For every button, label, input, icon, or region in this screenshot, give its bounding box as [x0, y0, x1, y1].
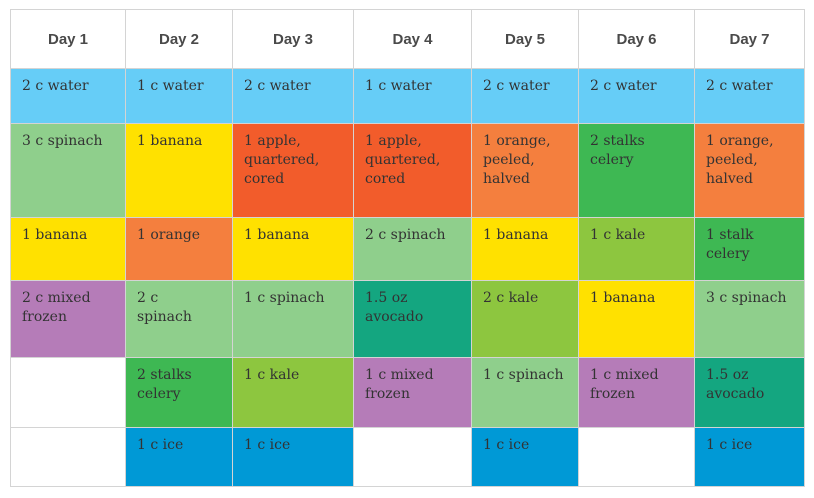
- ingredient-label: 1 c ice: [137, 437, 184, 453]
- ingredient-label: 1 banana: [483, 227, 549, 243]
- ingredient-label: 1 c water: [365, 78, 432, 94]
- ingredient-cell: 1 c water: [125, 68, 233, 124]
- ingredient-cell: 1 banana: [10, 217, 126, 281]
- ingredient-cell: 1 banana: [232, 217, 354, 281]
- ingredient-cell: 2 stalks celery: [578, 123, 695, 218]
- ingredient-cell: 1 apple, quartered, cored: [353, 123, 472, 218]
- ingredient-cell: 2 c water: [232, 68, 354, 124]
- header-day-6: Day 6: [578, 9, 695, 69]
- ingredient-label: [580, 429, 694, 437]
- ingredient-label: 1 c mixed frozen: [590, 367, 659, 402]
- ingredient-label: 1 c kale: [590, 227, 646, 243]
- ingredient-label: 2 stalks celery: [137, 367, 192, 402]
- ingredient-label: 2 c spinach: [137, 290, 192, 325]
- ingredient-label: 1 c spinach: [244, 290, 325, 306]
- ingredient-label: 1 apple, quartered, cored: [244, 133, 320, 187]
- ingredient-cell: 1 c ice: [232, 427, 354, 487]
- header-day-5: Day 5: [471, 9, 579, 69]
- ingredient-label: 2 c water: [483, 78, 550, 94]
- ingredient-label: 1 orange, peeled, halved: [483, 133, 551, 187]
- ingredient-cell: 1 c ice: [125, 427, 233, 487]
- ingredient-cell: 2 c water: [694, 68, 805, 124]
- smoothie-plan-table: Day 1 Day 2 Day 3 Day 4 Day 5 Day 6 Day …: [10, 9, 805, 487]
- ingredient-cell: 2 c spinach: [125, 280, 233, 358]
- ingredient-cell: 2 stalks celery: [125, 357, 233, 428]
- ingredient-cell: 3 c spinach: [694, 280, 805, 358]
- ingredient-row: 2 c water 1 c water 2 c water 1 c water 2 c …: [10, 68, 805, 124]
- ingredient-cell: 2 c spinach: [353, 217, 472, 281]
- ingredient-cell: 1 c water: [353, 68, 472, 124]
- ingredient-cell: 1 c mixed frozen: [578, 357, 695, 428]
- ingredient-cell: 1 banana: [578, 280, 695, 358]
- ingredient-row: 2 stalks celery 1 c kale 1 c mixed frozen 1…: [10, 357, 805, 428]
- ingredient-label: 1 c spinach: [483, 367, 564, 383]
- ingredient-cell: 1.5 oz avocado: [694, 357, 805, 428]
- empty-cell: [10, 427, 126, 487]
- ingredient-cell: 1 banana: [471, 217, 579, 281]
- ingredient-label: 1 orange: [137, 227, 201, 243]
- header-day-1: Day 1: [10, 9, 126, 69]
- ingredient-label: 2 c spinach: [365, 227, 446, 243]
- ingredient-label: 3 c spinach: [706, 290, 787, 306]
- ingredient-label: 1.5 oz avocado: [706, 367, 765, 402]
- ingredient-label: 1 c ice: [244, 437, 291, 453]
- ingredient-cell: 1 c ice: [694, 427, 805, 487]
- ingredient-row: 3 c spinach 1 banana 1 apple, quartered, c…: [10, 123, 805, 218]
- ingredient-label: 2 stalks celery: [590, 133, 645, 168]
- ingredient-row: 1 c ice 1 c ice 1 c ice 1 c ice: [10, 427, 805, 487]
- ingredient-cell: 2 c mixed frozen: [10, 280, 126, 358]
- empty-cell: [578, 427, 695, 487]
- ingredient-cell: 2 c water: [471, 68, 579, 124]
- ingredient-label: 2 c water: [590, 78, 657, 94]
- ingredient-label: 3 c spinach: [22, 133, 103, 149]
- ingredient-row: 2 c mixed frozen 2 c spinach 1 c spinach 1.…: [10, 280, 805, 358]
- header-day-3: Day 3: [232, 9, 354, 69]
- ingredient-label: 1 stalk celery: [706, 227, 754, 262]
- ingredient-cell: 2 c water: [10, 68, 126, 124]
- ingredient-label: 2 c kale: [483, 290, 539, 306]
- ingredient-cell: 1 apple, quartered, cored: [232, 123, 354, 218]
- ingredient-cell: 1 banana: [125, 123, 233, 218]
- ingredient-cell: 1 c mixed frozen: [353, 357, 472, 428]
- ingredient-cell: 2 c kale: [471, 280, 579, 358]
- ingredient-label: 1 c ice: [483, 437, 530, 453]
- ingredient-label: 1 apple, quartered, cored: [365, 133, 441, 187]
- ingredient-cell: 1 orange: [125, 217, 233, 281]
- ingredient-label: 2 c water: [706, 78, 773, 94]
- ingredient-cell: 1 stalk celery: [694, 217, 805, 281]
- ingredient-cell: 3 c spinach: [10, 123, 126, 218]
- ingredient-label: 1 c ice: [706, 437, 753, 453]
- ingredient-label: 1 banana: [137, 133, 203, 149]
- ingredient-row: 1 banana 1 orange 1 banana 2 c spinach 1 ban…: [10, 217, 805, 281]
- ingredient-label: 1.5 oz avocado: [365, 290, 424, 325]
- ingredient-label: 2 c water: [244, 78, 311, 94]
- header-row: Day 1 Day 2 Day 3 Day 4 Day 5 Day 6 Day …: [10, 9, 805, 69]
- empty-cell: [353, 427, 472, 487]
- ingredient-cell: 1.5 oz avocado: [353, 280, 472, 358]
- ingredient-label: [355, 429, 471, 437]
- ingredient-cell: 1 orange, peeled, halved: [694, 123, 805, 218]
- ingredient-label: 1 c kale: [244, 367, 300, 383]
- ingredient-cell: 1 c kale: [232, 357, 354, 428]
- ingredient-cell: 1 c ice: [471, 427, 579, 487]
- empty-cell: [10, 357, 126, 428]
- ingredient-cell: 1 c kale: [578, 217, 695, 281]
- ingredient-cell: 1 c spinach: [471, 357, 579, 428]
- ingredient-label: 1 banana: [22, 227, 88, 243]
- ingredient-label: [12, 429, 125, 437]
- ingredient-label: 2 c mixed frozen: [22, 290, 91, 325]
- ingredient-label: 1 banana: [244, 227, 310, 243]
- ingredient-label: 1 c mixed frozen: [365, 367, 434, 402]
- ingredient-label: 1 banana: [590, 290, 656, 306]
- ingredient-label: 1 c water: [137, 78, 204, 94]
- ingredient-cell: 1 c spinach: [232, 280, 354, 358]
- ingredient-label: [12, 359, 125, 367]
- header-day-4: Day 4: [353, 9, 472, 69]
- ingredient-label: 1 orange, peeled, halved: [706, 133, 774, 187]
- ingredient-label: 2 c water: [22, 78, 89, 94]
- header-day-7: Day 7: [694, 9, 805, 69]
- ingredient-cell: 2 c water: [578, 68, 695, 124]
- ingredient-cell: 1 orange, peeled, halved: [471, 123, 579, 218]
- header-day-2: Day 2: [125, 9, 233, 69]
